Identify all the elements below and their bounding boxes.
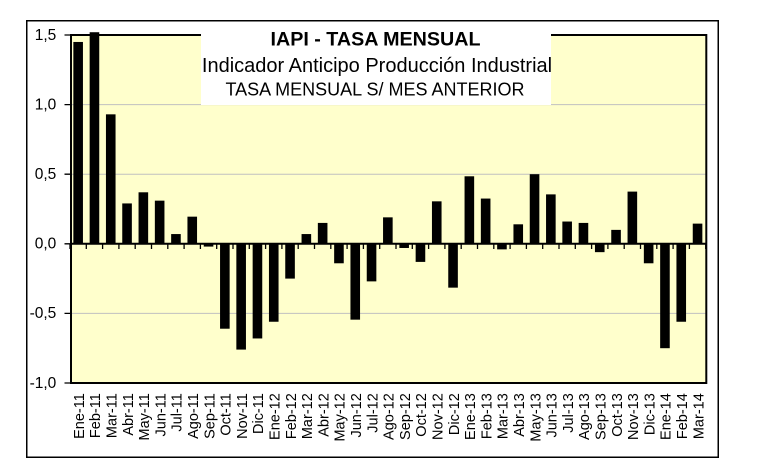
svg-text:TASA MENSUAL S/ MES ANTERIOR: TASA MENSUAL S/ MES ANTERIOR xyxy=(225,80,524,100)
svg-text:Feb-11: Feb-11 xyxy=(88,393,104,438)
svg-text:Abr-12: Abr-12 xyxy=(316,393,332,437)
svg-text:Ago-11: Ago-11 xyxy=(186,393,202,439)
svg-text:Mar-13: Mar-13 xyxy=(496,393,512,439)
svg-text:Dic-11: Dic-11 xyxy=(251,393,267,434)
svg-text:Mar-14: Mar-14 xyxy=(691,393,707,439)
svg-text:Abr-11: Abr-11 xyxy=(121,393,137,435)
svg-text:May-11: May-11 xyxy=(137,393,153,440)
svg-text:Ene-12: Ene-12 xyxy=(268,393,284,440)
svg-text:Jul-11: Jul-11 xyxy=(170,393,186,431)
svg-text:Oct-13: Oct-13 xyxy=(610,393,626,437)
svg-text:Dic-12: Dic-12 xyxy=(447,393,463,435)
svg-text:Jun-13: Jun-13 xyxy=(545,393,561,437)
svg-text:Feb-14: Feb-14 xyxy=(675,393,691,439)
svg-text:1,5: 1,5 xyxy=(35,27,57,44)
svg-text:Nov-11: Nov-11 xyxy=(235,393,251,439)
svg-text:IAPI - TASA MENSUAL: IAPI - TASA MENSUAL xyxy=(271,28,481,50)
svg-text:Mar-12: Mar-12 xyxy=(300,393,316,439)
svg-text:May-13: May-13 xyxy=(528,393,544,441)
svg-text:0,5: 0,5 xyxy=(35,166,57,183)
svg-text:Nov-13: Nov-13 xyxy=(626,393,642,440)
svg-text:Oct-11: Oct-11 xyxy=(219,393,235,435)
svg-text:Ago-13: Ago-13 xyxy=(577,393,593,440)
svg-text:Dic-13: Dic-13 xyxy=(642,393,658,435)
svg-text:Jul-13: Jul-13 xyxy=(561,393,577,433)
svg-text:May-12: May-12 xyxy=(333,393,349,441)
svg-text:Indicador Anticipo Producción: Indicador Anticipo Producción Industrial xyxy=(202,55,552,77)
svg-text:Sep-11: Sep-11 xyxy=(202,393,218,439)
svg-text:Mar-11: Mar-11 xyxy=(105,393,121,438)
svg-text:Ene-13: Ene-13 xyxy=(463,393,479,440)
svg-text:Feb-13: Feb-13 xyxy=(479,393,495,439)
svg-text:Jun-12: Jun-12 xyxy=(349,393,365,437)
svg-text:Abr-13: Abr-13 xyxy=(512,393,528,437)
svg-text:Sep-12: Sep-12 xyxy=(398,393,414,440)
svg-text:Jun-11: Jun-11 xyxy=(153,393,169,436)
svg-text:Ago-12: Ago-12 xyxy=(382,393,398,440)
svg-text:Jul-12: Jul-12 xyxy=(365,393,381,433)
svg-text:1,0: 1,0 xyxy=(35,96,57,113)
svg-text:-0,5: -0,5 xyxy=(30,305,57,322)
svg-text:Sep-13: Sep-13 xyxy=(594,393,610,440)
svg-text:Oct-12: Oct-12 xyxy=(414,393,430,437)
svg-text:Nov-12: Nov-12 xyxy=(431,393,447,440)
svg-text:Feb-12: Feb-12 xyxy=(284,393,300,439)
svg-text:0,0: 0,0 xyxy=(35,236,57,253)
svg-text:Ene-11: Ene-11 xyxy=(72,393,88,439)
svg-text:Ene-14: Ene-14 xyxy=(659,393,675,440)
svg-text:-1,0: -1,0 xyxy=(30,375,57,392)
